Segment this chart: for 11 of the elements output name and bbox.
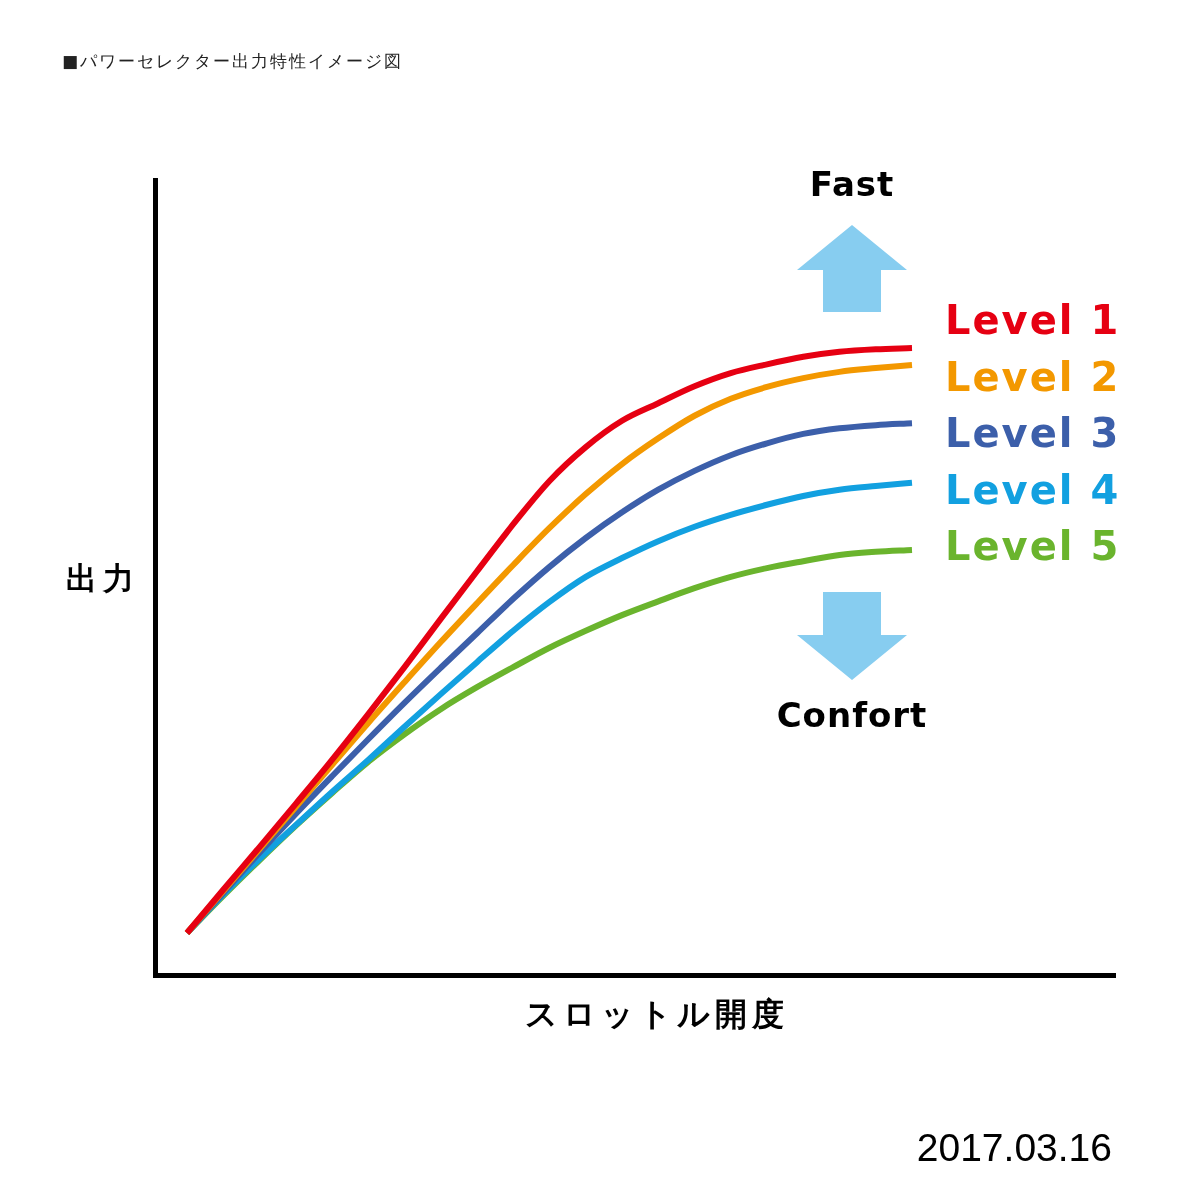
text: 2017.03.16 [916,1125,1112,1169]
y-axis-title: 出力 [66,559,140,596]
series-label: Level 4 [945,466,1121,513]
text: Fast [809,163,895,204]
series-label: Level 1 [945,297,1121,344]
annotation: Confort [776,694,928,735]
series-label: Level 3 [945,410,1121,457]
series-label: Level 5 [945,523,1121,570]
x-axis-title: スロットル開度 [525,995,789,1034]
chart-title: ■パワーセレクター出力特性イメージ図 [62,51,404,72]
series-label: Level 2 [945,353,1121,400]
